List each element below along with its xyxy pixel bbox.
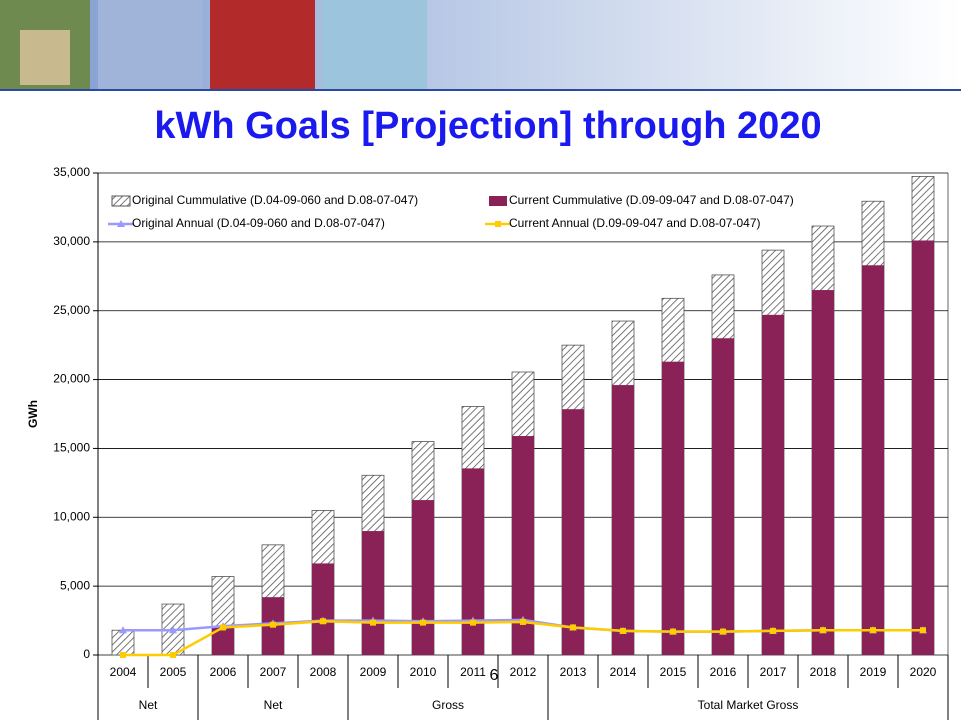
y-tick-label: 0 <box>83 647 90 661</box>
group-label: Net <box>139 698 158 712</box>
legend-swatch <box>112 196 130 206</box>
bar <box>662 362 684 655</box>
marker <box>420 620 426 626</box>
x-tick-label: 2005 <box>160 665 187 679</box>
y-tick-label: 25,000 <box>53 303 90 317</box>
page-number: 6 <box>490 667 499 684</box>
bar <box>312 563 334 655</box>
x-tick-label: 2009 <box>360 665 387 679</box>
x-tick-label: 2016 <box>710 665 737 679</box>
bar <box>912 240 934 655</box>
legend-label: Current Annual (D.09-09-047 and D.08-07-… <box>509 216 760 230</box>
y-tick-label: 35,000 <box>53 165 90 179</box>
bar <box>862 265 884 655</box>
chart-title: kWh Goals [Projection] through 2020 <box>154 105 821 147</box>
page: {"chart_data": { "type": "bar", "title":… <box>0 0 961 722</box>
x-tick-label: 2006 <box>210 665 237 679</box>
marker <box>770 628 776 634</box>
bar <box>762 315 784 655</box>
marker <box>120 652 126 658</box>
marker <box>220 624 226 630</box>
plot: 0 5,000 10,000 15,000 20,000 25,000 30,000 35,0… <box>53 165 948 720</box>
marker <box>170 652 176 658</box>
x-tick-label: 2011 <box>460 665 486 679</box>
marker <box>920 627 926 633</box>
y-tick-label: 10,000 <box>53 509 90 523</box>
bar <box>712 338 734 655</box>
bar <box>362 531 384 655</box>
group-label: Total Market Gross <box>698 698 799 712</box>
x-tick-label: 2020 <box>910 665 937 679</box>
marker <box>670 629 676 635</box>
y-tick-label: 30,000 <box>53 234 90 248</box>
y-axis-title: GWh <box>26 400 40 428</box>
bar <box>412 500 434 655</box>
marker <box>720 629 726 635</box>
legend-swatch <box>489 196 507 206</box>
banner-photo <box>322 0 427 90</box>
x-tick-label: 2004 <box>110 665 137 679</box>
marker <box>820 627 826 633</box>
legend-marker <box>495 221 501 227</box>
legend-label: Current Cummulative (D.09-09-047 and D.0… <box>509 193 794 207</box>
y-tick-label: 5,000 <box>60 578 90 592</box>
banner-photo <box>210 0 315 90</box>
bar <box>812 290 834 655</box>
x-tick-label: 2010 <box>410 665 437 679</box>
marker <box>470 620 476 626</box>
marker <box>520 619 526 625</box>
bar <box>112 630 134 655</box>
marker <box>620 628 626 634</box>
x-tick-label: 2007 <box>260 665 287 679</box>
marker <box>370 620 376 626</box>
x-tick-label: 2008 <box>310 665 337 679</box>
group-label: Net <box>264 698 283 712</box>
banner-photo <box>98 0 203 90</box>
group-label: Gross <box>432 698 464 712</box>
x-tick-label: 2012 <box>510 665 537 679</box>
marker <box>570 624 576 630</box>
marker <box>320 618 326 624</box>
legend-label: Original Cummulative (D.04-09-060 and D.… <box>132 193 418 207</box>
banner-photo <box>20 30 70 85</box>
x-tick-label: 2018 <box>810 665 837 679</box>
x-tick-label: 2017 <box>760 665 787 679</box>
x-tick-label: 2019 <box>860 665 887 679</box>
y-tick-label: 15,000 <box>53 441 90 455</box>
bar <box>612 385 634 655</box>
marker <box>870 627 876 633</box>
marker <box>270 622 276 628</box>
bar <box>562 409 584 655</box>
x-tick-label: 2014 <box>610 665 637 679</box>
legend-label: Original Annual (D.04-09-060 and D.08-07… <box>132 216 385 230</box>
x-tick-label: 2013 <box>560 665 587 679</box>
slide: kWh Goals [Projection] through 2020 GWh … <box>0 0 961 722</box>
bar <box>462 468 484 655</box>
y-tick-label: 20,000 <box>53 372 90 386</box>
x-tick-label: 2015 <box>660 665 687 679</box>
